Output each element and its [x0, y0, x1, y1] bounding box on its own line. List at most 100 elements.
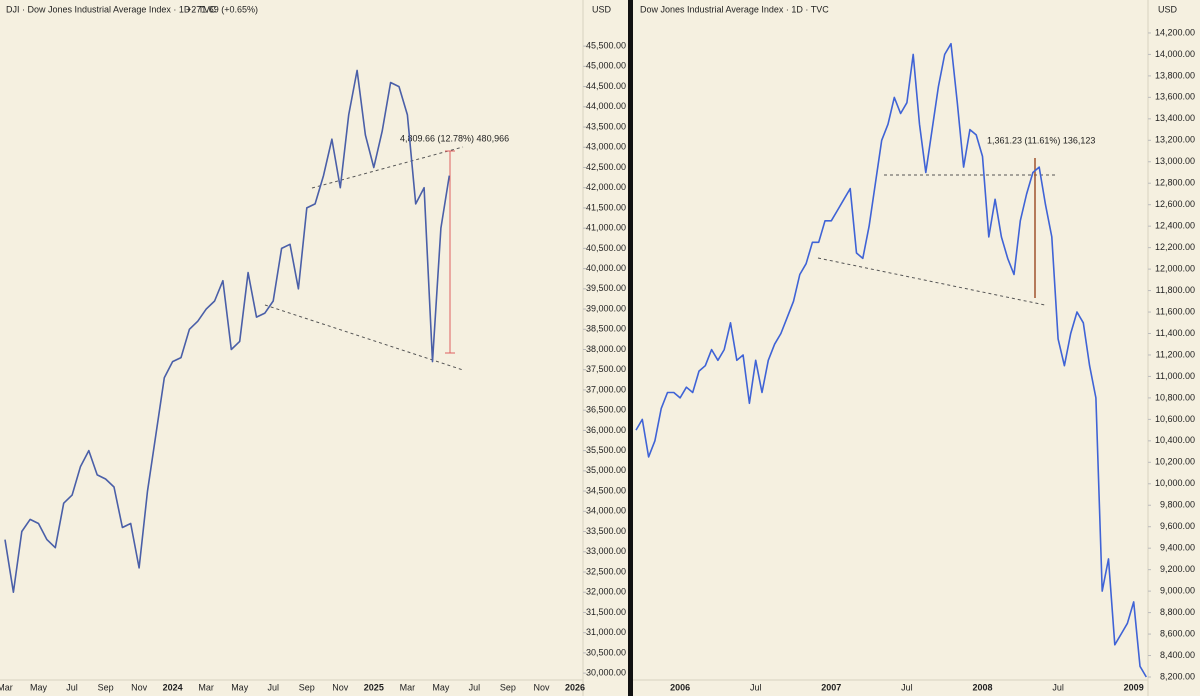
x-tick-label: 2008: [972, 682, 992, 692]
y-tick-label: 13,600.00: [1155, 92, 1195, 102]
y-tick-label: 12,800.00: [1155, 178, 1195, 188]
trend-line: [311, 146, 464, 189]
y-tick-label: 8,800.00: [1160, 607, 1195, 617]
measure-label: 4,809.66 (12.78%) 480,966: [400, 133, 509, 143]
y-tick-label: 32,500.00: [586, 566, 626, 576]
y-tick-label: 8,400.00: [1160, 650, 1195, 660]
y-tick-label: 11,200.00: [1156, 349, 1195, 359]
x-tick-label: Jul: [750, 682, 762, 692]
y-tick-label: 9,800.00: [1160, 500, 1195, 510]
y-tick-label: 37,500.00: [586, 364, 626, 374]
y-tick-label: 9,200.00: [1160, 564, 1195, 574]
y-tick-label: 42,500.00: [586, 162, 626, 172]
x-tick-label: Mar: [400, 682, 416, 692]
y-tick-label: 10,800.00: [1155, 392, 1195, 402]
y-tick-label: 43,500.00: [586, 121, 626, 131]
x-tick-label: Jul: [901, 682, 913, 692]
y-tick-label: 9,400.00: [1160, 543, 1195, 553]
y-tick-label: 14,200.00: [1155, 27, 1195, 37]
trend-line: [817, 257, 1046, 306]
y-tick-label: 9,000.00: [1160, 585, 1195, 595]
y-tick-label: 41,500.00: [586, 202, 626, 212]
y-tick-label: 34,000.00: [586, 506, 626, 516]
y-tick-label: 11,400.00: [1156, 328, 1195, 338]
y-tick-label: 11,600.00: [1156, 306, 1195, 316]
y-tick-label: 31,000.00: [586, 627, 626, 637]
y-tick-label: 40,000.00: [586, 263, 626, 273]
y-tick-label: 10,200.00: [1155, 457, 1195, 467]
y-tick-label: 44,000.00: [586, 101, 626, 111]
x-tick-label: 2007: [821, 682, 841, 692]
y-tick-label: 12,400.00: [1155, 221, 1195, 231]
y-tick-label: 12,200.00: [1155, 242, 1195, 252]
y-tick-label: 41,000.00: [586, 223, 626, 233]
panel-divider: [628, 0, 633, 696]
x-tick-label: Mar: [198, 682, 214, 692]
y-tick-label: 33,000.00: [586, 546, 626, 556]
y-tick-label: 12,600.00: [1155, 199, 1195, 209]
y-tick-label: 13,000.00: [1155, 156, 1195, 166]
trend-line: [264, 304, 464, 371]
chart-title: Dow Jones Industrial Average Index · 1D …: [640, 4, 829, 14]
y-tick-label: 43,000.00: [586, 142, 626, 152]
y-tick-label: 36,000.00: [586, 425, 626, 435]
y-tick-label: 10,600.00: [1155, 414, 1195, 424]
y-tick-label: 38,000.00: [586, 344, 626, 354]
y-tick-label: 10,000.00: [1155, 478, 1195, 488]
y-tick-label: 33,500.00: [586, 526, 626, 536]
x-tick-label: May: [30, 682, 48, 692]
y-tick-label: 13,400.00: [1155, 113, 1195, 123]
y-tick-label: 44,500.00: [586, 81, 626, 91]
y-tick-label: 35,000.00: [586, 465, 626, 475]
y-tick-label: 13,200.00: [1155, 135, 1195, 145]
y-tick-label: 31,500.00: [586, 607, 626, 617]
x-tick-label: May: [231, 682, 249, 692]
y-tick-label: 45,500.00: [586, 40, 626, 50]
y-tick-label: 38,500.00: [586, 324, 626, 334]
price-line: [4, 69, 451, 593]
price-change: +271.69 (+0.65%): [186, 4, 258, 14]
x-tick-label: Jul: [66, 682, 78, 692]
x-tick-label: Jul: [1052, 682, 1064, 692]
y-tick-label: 36,500.00: [586, 405, 626, 415]
x-tick-label: 2009: [1124, 682, 1144, 692]
price-line: [635, 42, 1147, 678]
x-tick-label: Nov: [332, 682, 349, 692]
y-tick-label: 12,000.00: [1155, 263, 1195, 273]
x-tick-label: Jul: [267, 682, 279, 692]
charts: DJI · Dow Jones Industrial Average Index…: [0, 4, 1195, 692]
x-tick-label: 2024: [163, 682, 183, 692]
y-tick-label: 10,400.00: [1155, 435, 1195, 445]
y-tick-label: 11,800.00: [1156, 285, 1195, 295]
x-tick-label: May: [432, 682, 450, 692]
y-tick-label: 8,600.00: [1160, 628, 1195, 638]
x-tick-label: Nov: [131, 682, 148, 692]
x-tick-label: 2025: [364, 682, 384, 692]
y-tick-label: 11,000.00: [1156, 371, 1195, 381]
y-tick-label: 37,000.00: [586, 384, 626, 394]
y-tick-label: 34,500.00: [586, 485, 626, 495]
y-tick-label: 40,500.00: [586, 243, 626, 253]
y-tick-label: 14,000.00: [1155, 49, 1195, 59]
y-tick-label: 45,000.00: [586, 61, 626, 71]
x-tick-label: Mar: [0, 682, 13, 692]
axis-currency: USD: [592, 4, 612, 14]
x-tick-label: Sep: [98, 682, 114, 692]
y-tick-label: 35,500.00: [586, 445, 626, 455]
x-tick-label: Jul: [469, 682, 481, 692]
measure-label: 1,361.23 (11.61%) 136,123: [987, 135, 1095, 145]
x-tick-label: 2006: [670, 682, 690, 692]
y-tick-label: 9,600.00: [1160, 521, 1195, 531]
chart-title: DJI · Dow Jones Industrial Average Index…: [6, 4, 217, 14]
y-tick-label: 13,800.00: [1155, 70, 1195, 80]
y-tick-label: 32,000.00: [586, 587, 626, 597]
y-tick-label: 8,200.00: [1160, 671, 1195, 681]
y-tick-label: 30,000.00: [586, 667, 626, 677]
axis-currency: USD: [1158, 4, 1178, 14]
x-tick-label: Nov: [533, 682, 550, 692]
y-tick-label: 30,500.00: [586, 647, 626, 657]
x-tick-label: Sep: [500, 682, 516, 692]
x-tick-label: 2026: [565, 682, 585, 692]
